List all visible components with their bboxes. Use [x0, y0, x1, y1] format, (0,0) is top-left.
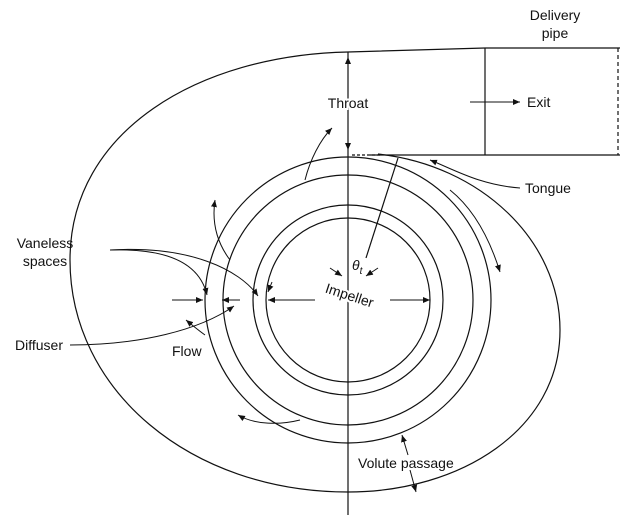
label: Impeller [323, 280, 376, 311]
label: θt [352, 257, 364, 277]
label: Volute passage [358, 455, 454, 471]
volute-casing [69, 47, 561, 493]
theta-sub: t [360, 266, 364, 277]
label: Tongue [525, 180, 571, 196]
label: Diffuser [15, 337, 63, 353]
arrows [69, 57, 521, 493]
flow-arrow-top [304, 127, 333, 181]
tongue-pointer [429, 159, 521, 189]
geometry [69, 47, 620, 515]
theta-arrow-c [365, 267, 379, 277]
label: Vaneless [17, 235, 74, 251]
label: Throat [328, 95, 369, 111]
label: pipe [542, 25, 569, 41]
flow-arrow-bottom [237, 414, 301, 424]
label: Exit [527, 94, 550, 110]
diffuser-outer [204, 156, 492, 444]
theta-arrow-a [267, 281, 274, 293]
flow-arrow-right [449, 189, 501, 273]
vaneless-pointer-1 [109, 249, 209, 296]
flow-pointer [185, 319, 206, 336]
vaneless-pointer-2 [109, 248, 259, 297]
theta-arrow-b [329, 267, 343, 277]
label: spaces [23, 253, 67, 269]
label: Delivery [530, 7, 581, 23]
theta: θ [352, 257, 360, 273]
flow-arrow-left [210, 199, 231, 261]
volute-arrow-down [409, 469, 418, 493]
volute-arrow-up [401, 434, 409, 456]
impeller-outer [252, 204, 444, 396]
labels: Delivery pipe Throat Exit Tongue Vaneles… [15, 7, 581, 473]
diffuser-pointer [69, 305, 235, 346]
label: Flow [172, 343, 202, 359]
tongue-radius [365, 157, 399, 259]
